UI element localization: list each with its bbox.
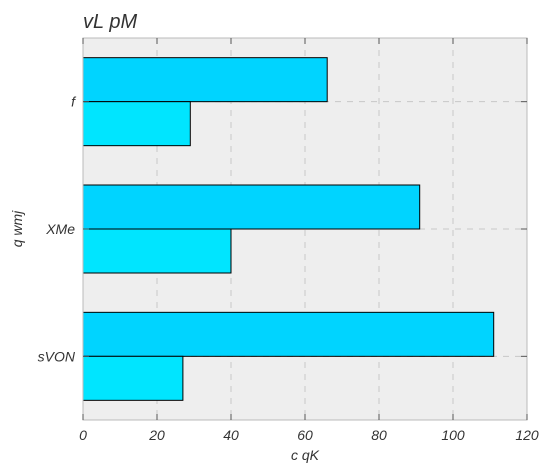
bar bbox=[82, 184, 421, 230]
tick-labels: 0 20 40 60 80 100 120 sVON XMe f bbox=[38, 94, 539, 443]
chart-title: vL pM bbox=[83, 11, 137, 33]
bar bbox=[82, 311, 495, 357]
x-tick-label: 120 bbox=[515, 427, 539, 443]
bar bbox=[82, 57, 328, 103]
x-tick-label: 60 bbox=[297, 427, 313, 443]
x-tick-label: 80 bbox=[371, 427, 387, 443]
y-axis-label: q wmj bbox=[9, 210, 25, 247]
y-tick-label: XMe bbox=[45, 221, 75, 237]
x-tick-label: 40 bbox=[223, 427, 239, 443]
bar bbox=[82, 101, 191, 147]
x-tick-label: 100 bbox=[441, 427, 465, 443]
bar bbox=[82, 355, 184, 401]
x-axis-label: c qK bbox=[291, 447, 320, 463]
ticks bbox=[82, 38, 528, 420]
bar bbox=[82, 228, 232, 274]
y-tick-label: sVON bbox=[38, 348, 76, 364]
y-tick-label: f bbox=[71, 94, 77, 110]
x-tick-label: 20 bbox=[148, 427, 165, 443]
x-tick-label: 0 bbox=[79, 427, 87, 443]
